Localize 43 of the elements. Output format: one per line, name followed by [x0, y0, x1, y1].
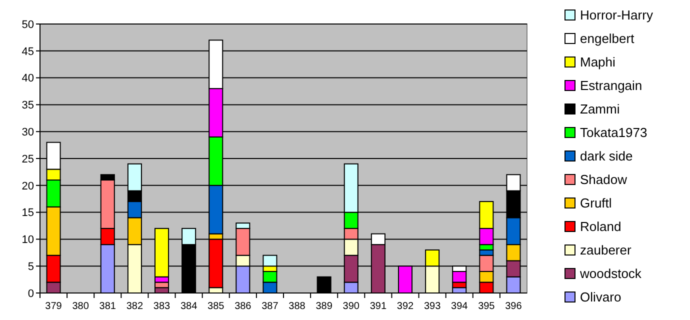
legend-label: woodstock [579, 266, 642, 282]
x-tick-label: 381 [99, 301, 116, 312]
x-tick-label: 393 [424, 301, 442, 312]
x-tick-label: 384 [180, 301, 198, 312]
x-tick-label: 385 [208, 301, 225, 312]
legend-label: Horror-Harry [580, 8, 654, 23]
x-tick-label: 389 [316, 301, 333, 312]
y-tick-label: 50 [22, 18, 34, 31]
y-tick-label: 25 [22, 153, 34, 166]
y-tick-label: 0 [28, 288, 34, 300]
x-tick-label: 380 [72, 301, 90, 312]
legend-label: Estrangain [580, 78, 642, 94]
legend-label: zauberer [580, 242, 632, 258]
x-tick-label: 396 [505, 301, 522, 312]
x-tick-label: 391 [370, 301, 387, 312]
x-tick-label: 379 [45, 301, 62, 312]
legend-label: dark side [580, 148, 633, 164]
x-tick-label: 383 [153, 301, 171, 312]
y-tick-label: 20 [22, 180, 34, 192]
y-tick-label: 5 [28, 260, 34, 273]
x-tick-label: 394 [451, 301, 468, 312]
y-tick-label: 45 [22, 46, 34, 58]
legend-label: Roland [580, 219, 622, 234]
x-tick-label: 387 [262, 301, 279, 312]
bar [316, 276, 332, 294]
x-tick-label: 390 [342, 301, 360, 312]
y-tick-label: 40 [22, 72, 34, 85]
y-tick-label: 30 [22, 126, 34, 138]
legend-label: Tokata1973 [580, 125, 648, 140]
legend-label: Shadow [580, 172, 628, 188]
legend-label: Gruftl [580, 196, 612, 211]
x-tick-label: 386 [234, 301, 252, 312]
x-tick-label: 392 [396, 301, 414, 312]
legend-label: Maphi [580, 54, 616, 70]
y-tick-label: 15 [22, 207, 34, 220]
x-tick-label: 388 [288, 301, 306, 312]
x-tick-label: 395 [478, 301, 496, 312]
y-tick-label: 35 [22, 100, 34, 112]
y-tick-label: 10 [22, 234, 34, 246]
x-tick-label: 382 [126, 301, 144, 312]
legend-label: engelbert [580, 31, 635, 46]
legend-label: Olivaro [580, 290, 622, 305]
legend-label: Zammi [580, 102, 620, 117]
